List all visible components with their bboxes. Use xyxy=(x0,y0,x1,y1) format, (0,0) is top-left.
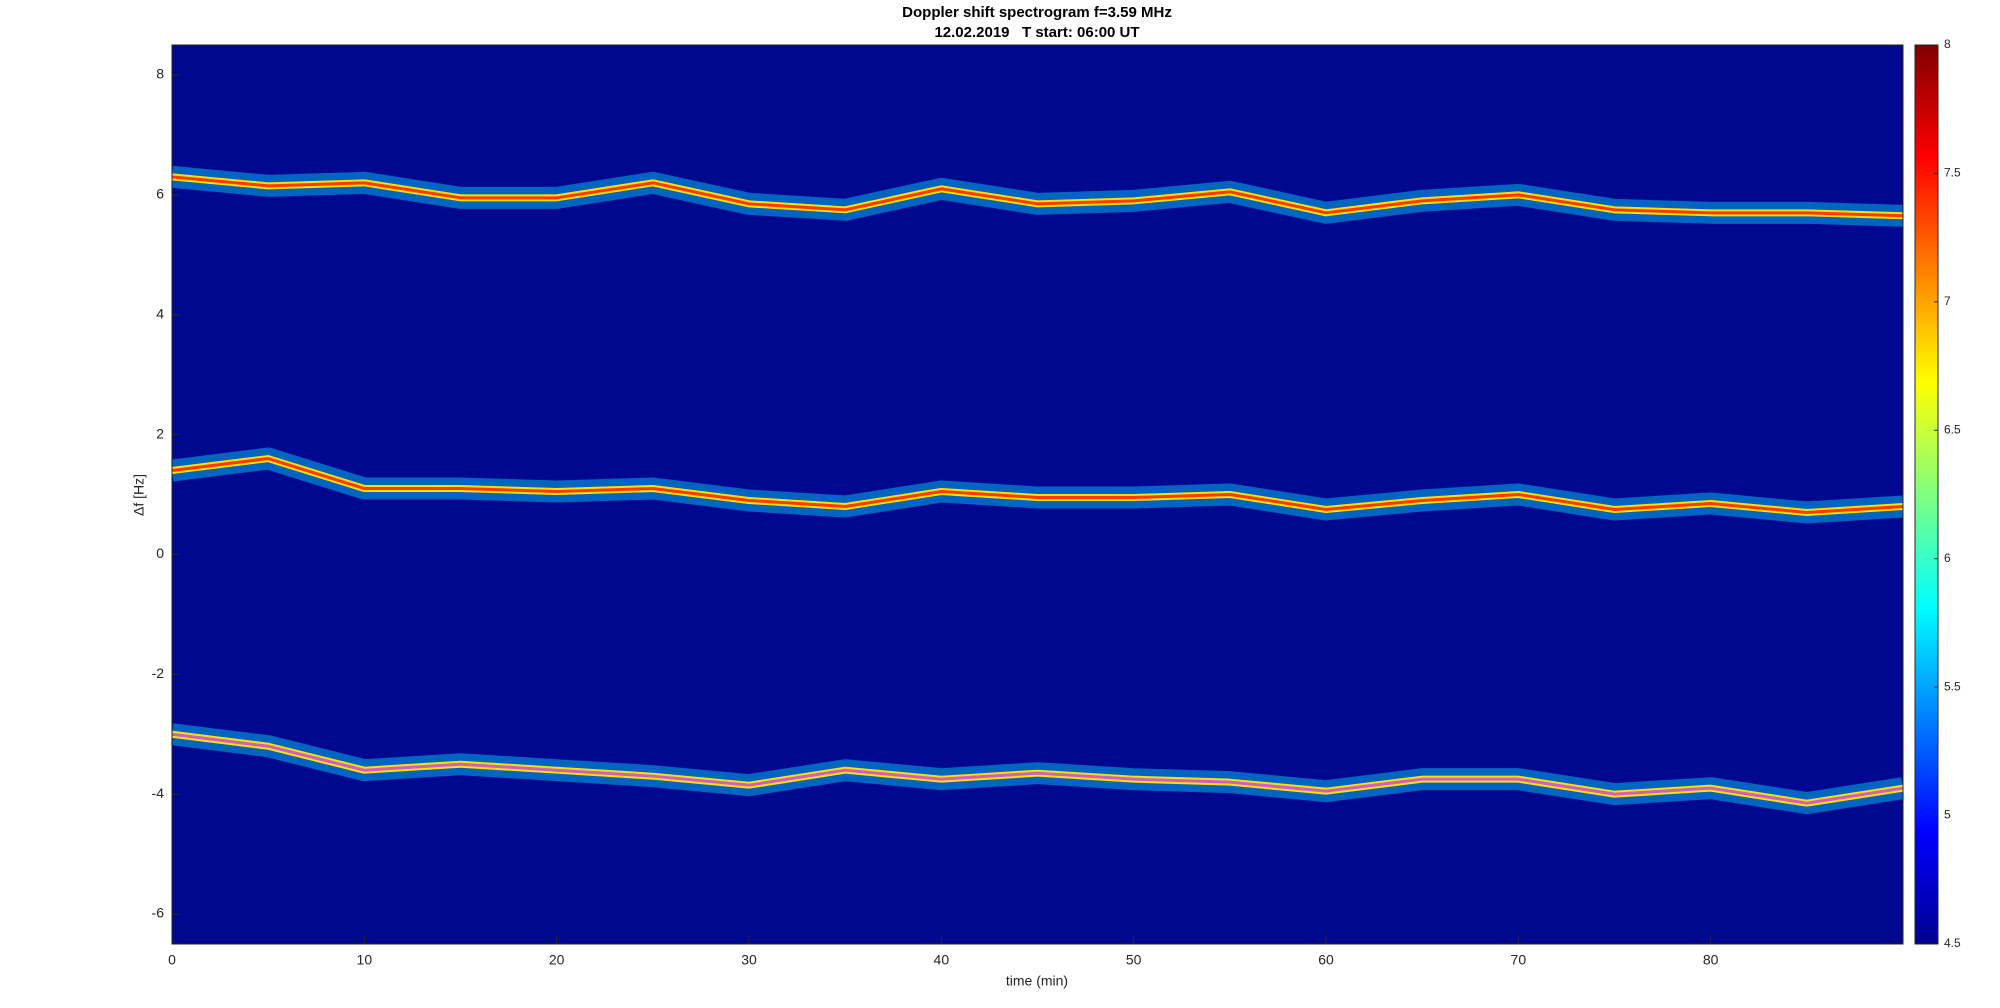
y-tick-label: -6 xyxy=(152,905,165,921)
trace xyxy=(171,457,1904,514)
colorbar-tick-label: 4.5 xyxy=(1944,936,1961,950)
y-tick-label: 2 xyxy=(156,425,164,441)
colorbar-tick-label: 6 xyxy=(1944,551,1951,565)
y-tick-label: 6 xyxy=(156,186,164,202)
y-tick-label: 4 xyxy=(156,305,164,321)
plot-frame xyxy=(171,44,1904,945)
y-tick-label: 0 xyxy=(156,545,164,561)
trace xyxy=(171,175,1904,218)
x-tick-label: 20 xyxy=(549,952,565,968)
trace xyxy=(171,732,1904,805)
x-tick-label: 80 xyxy=(1703,952,1719,968)
y-tick-label: -2 xyxy=(152,665,165,681)
colorbar-tick-label: 5.5 xyxy=(1944,679,1961,693)
x-tick-label: 60 xyxy=(1318,952,1334,968)
colorbar-tick-label: 5 xyxy=(1944,808,1951,822)
x-axis-label: time (min) xyxy=(1006,973,1068,989)
y-tick-label: -4 xyxy=(152,785,165,801)
chart-subtitle: 12.02.2019 T start: 06:00 UT xyxy=(934,24,1139,41)
colorbar-tick-label: 6.5 xyxy=(1944,422,1961,436)
x-tick-label: 40 xyxy=(934,952,950,968)
x-tick-label: 50 xyxy=(1126,952,1142,968)
x-tick-label: 10 xyxy=(357,952,373,968)
colorbar-tick-label: 7.5 xyxy=(1944,166,1961,180)
x-tick-label: 0 xyxy=(168,952,176,968)
y-tick-label: 8 xyxy=(156,66,164,82)
colorbar xyxy=(1914,44,1939,945)
chart-title: Doppler shift spectrogram f=3.59 MHz xyxy=(902,4,1172,21)
colorbar-tick-label: 8 xyxy=(1944,37,1951,51)
colorbar-tick-label: 7 xyxy=(1944,294,1951,308)
y-axis-label: Δf [Hz] xyxy=(131,474,147,516)
x-tick-label: 70 xyxy=(1511,952,1527,968)
x-tick-label: 30 xyxy=(741,952,757,968)
